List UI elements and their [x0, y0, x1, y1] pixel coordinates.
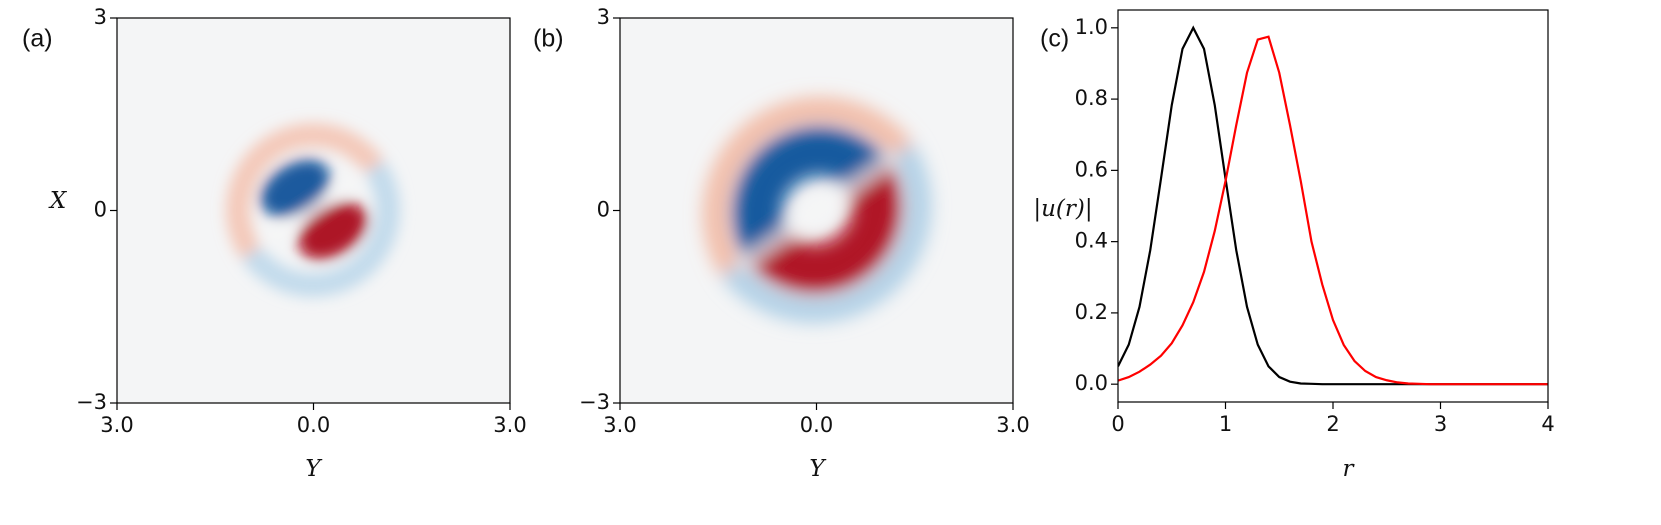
- heatmap-b: [620, 18, 1013, 403]
- x-tick-label: 2: [1326, 412, 1339, 436]
- x-tick-label: 4: [1541, 412, 1554, 436]
- axes-frame: [1117, 9, 1549, 403]
- y-tick-label: 1.0: [1075, 15, 1108, 39]
- y-tick-label: 3: [94, 5, 107, 29]
- panel-label: (c): [1040, 25, 1069, 53]
- field-pattern: [703, 97, 931, 323]
- field-pattern: [226, 122, 400, 298]
- y-tick-label: 0.6: [1075, 157, 1108, 181]
- x-axis-label: r: [1343, 456, 1356, 482]
- panel-label: (a): [22, 25, 53, 53]
- y-tick-label: 0.8: [1075, 86, 1108, 110]
- y-tick-label: 0: [94, 198, 107, 222]
- x-axis-label: Y: [809, 456, 827, 482]
- x-tick-label: 3.0: [996, 413, 1029, 437]
- x-tick-label: 0.0: [297, 413, 330, 437]
- panel-label: (b): [533, 25, 564, 53]
- y-axis-label: X: [48, 188, 68, 214]
- y-tick-label: 0.0: [1075, 371, 1108, 395]
- x-tick-label: 3: [1434, 412, 1447, 436]
- y-tick-label: −3: [76, 390, 107, 414]
- x-tick-label: 3.0: [603, 413, 636, 437]
- y-tick-label: 0: [597, 198, 610, 222]
- y-tick-label: −3: [579, 390, 610, 414]
- x-tick-label: 3.0: [493, 413, 526, 437]
- line-series: [1118, 35, 1548, 386]
- x-tick-label: 3.0: [100, 413, 133, 437]
- x-tick-label: 1: [1219, 412, 1232, 436]
- y-tick-label: 0.4: [1075, 229, 1108, 253]
- x-tick-label: 0.0: [800, 413, 833, 437]
- heatmap-a: [117, 18, 510, 403]
- y-tick-label: 3: [597, 5, 610, 29]
- x-tick-label: 0: [1111, 412, 1124, 436]
- y-axis-label: |u(r)|: [1033, 196, 1092, 222]
- line-series: [1118, 25, 1548, 386]
- x-axis-label: Y: [305, 456, 323, 482]
- y-tick-label: 0.2: [1075, 300, 1108, 324]
